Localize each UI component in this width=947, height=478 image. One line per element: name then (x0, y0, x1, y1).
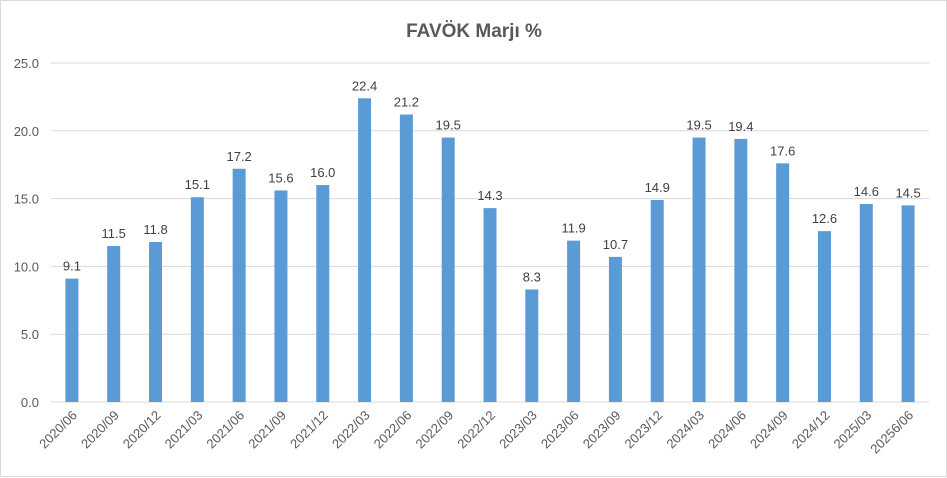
x-tick-label: 2020/06 (36, 408, 80, 452)
bar (608, 256, 622, 402)
x-tick-label: 2020/12 (120, 408, 164, 452)
data-label: 11.8 (143, 222, 167, 237)
y-tick-label: 0.0 (21, 395, 39, 410)
bar (441, 137, 455, 402)
data-label: 8.3 (523, 269, 541, 284)
x-tick-label: 2022/03 (329, 408, 373, 452)
x-tick-label: 2022/12 (454, 408, 498, 452)
data-label: 11.5 (102, 226, 126, 241)
bar (567, 240, 581, 402)
x-tick-label: 2024/12 (789, 408, 833, 452)
data-label: 19.5 (436, 118, 461, 133)
x-tick-label: 2021/12 (287, 408, 331, 452)
bar (149, 241, 163, 402)
data-label: 14.5 (895, 185, 920, 200)
x-tick-label: 2022/06 (371, 408, 415, 452)
bar (232, 168, 246, 402)
bar (692, 137, 706, 402)
bar (274, 190, 288, 402)
bar (316, 185, 330, 402)
data-label: 12.6 (812, 211, 837, 226)
data-label: 17.6 (770, 143, 795, 158)
x-tick-label: 2024/09 (747, 408, 791, 452)
data-label: 17.2 (226, 149, 251, 164)
data-label: 22.4 (352, 78, 377, 93)
x-tick-label: 2021/09 (245, 408, 289, 452)
y-tick-label: 5.0 (21, 327, 39, 342)
bar (483, 208, 497, 402)
data-label: 9.1 (63, 259, 81, 274)
bar (190, 197, 204, 402)
data-label: 19.4 (728, 119, 753, 134)
bar (734, 138, 748, 402)
x-tick-label: 2020/09 (78, 408, 122, 452)
x-tick-label: 20256/06 (867, 408, 916, 457)
x-tick-label: 2024/06 (705, 408, 749, 452)
data-label: 15.1 (185, 177, 210, 192)
bar (817, 231, 831, 402)
data-label: 15.6 (268, 170, 293, 185)
x-tick-label: 2023/03 (496, 408, 540, 452)
bar (776, 163, 790, 402)
x-tick-label: 2023/06 (538, 408, 582, 452)
y-tick-label: 20.0 (14, 124, 39, 139)
x-tick-label: 2023/12 (622, 408, 666, 452)
bar (358, 98, 372, 403)
y-tick-label: 10.0 (14, 259, 39, 274)
data-label: 16.0 (310, 165, 335, 180)
data-label: 14.9 (645, 180, 670, 195)
data-label: 14.3 (477, 188, 502, 203)
chart-title: FAVÖK Marjı % (406, 21, 542, 42)
bar (859, 204, 873, 402)
x-tick-label: 2021/06 (203, 408, 247, 452)
bar (650, 199, 664, 402)
bar (107, 246, 121, 402)
bar (65, 278, 79, 402)
bar (399, 114, 413, 402)
bar (525, 289, 539, 402)
data-label: 21.2 (394, 95, 419, 110)
x-tick-label: 2024/03 (663, 408, 707, 452)
data-label: 11.9 (561, 221, 585, 236)
x-tick-label: 2022/09 (412, 408, 456, 452)
data-label: 19.5 (686, 118, 711, 133)
data-label: 14.6 (854, 184, 879, 199)
y-tick-label: 15.0 (14, 192, 39, 207)
data-label: 10.7 (603, 237, 628, 252)
bar (901, 205, 915, 402)
x-tick-label: 2021/03 (162, 408, 206, 452)
y-tick-label: 25.0 (14, 56, 39, 71)
x-tick-label: 2023/09 (580, 408, 624, 452)
